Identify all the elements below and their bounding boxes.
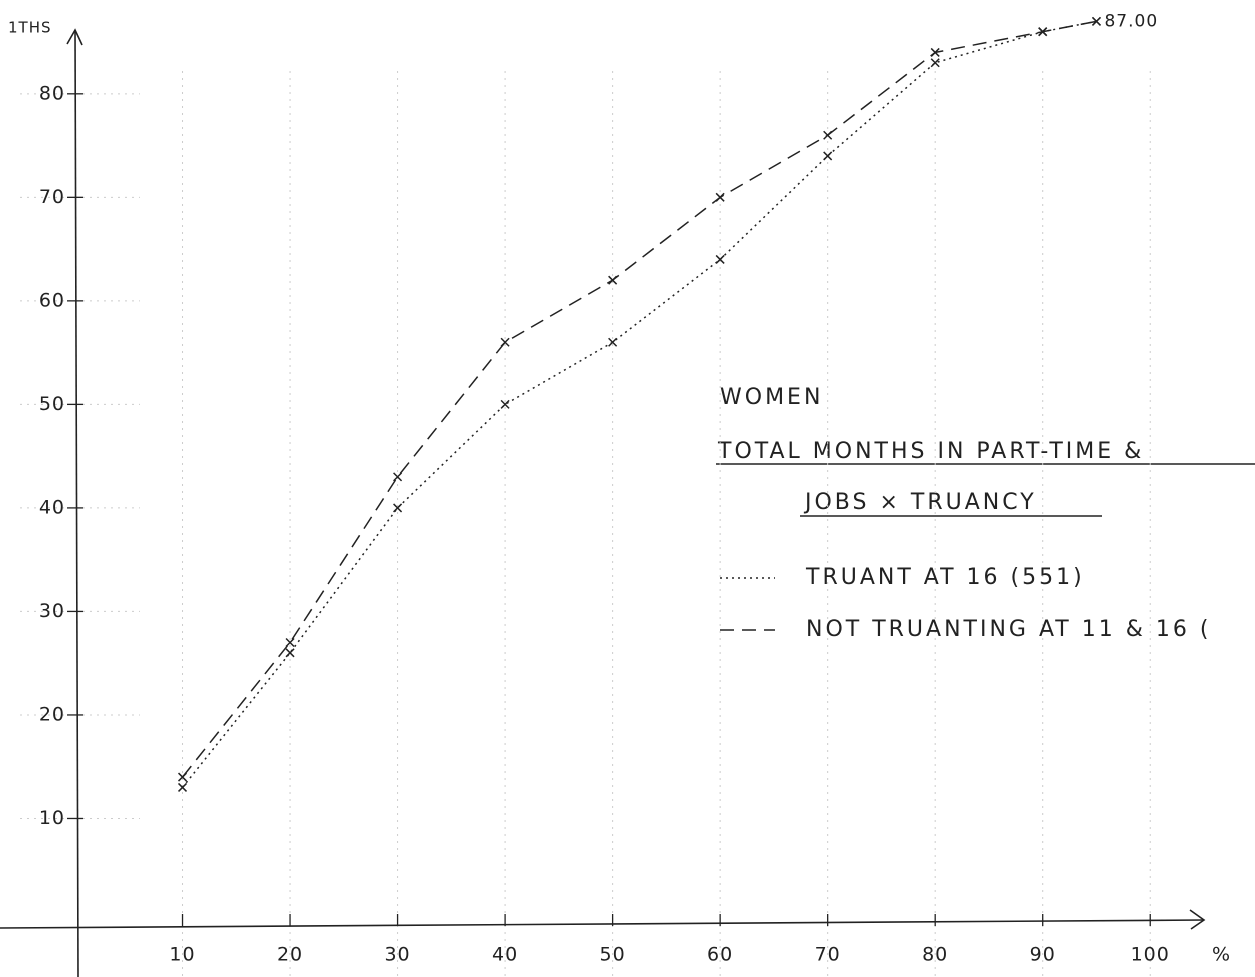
point-marker bbox=[930, 58, 940, 68]
legend-label: TRUANT AT 16 (551) bbox=[805, 565, 1085, 590]
point-marker bbox=[500, 399, 510, 409]
point-marker bbox=[715, 192, 725, 202]
x-tick-label: 50 bbox=[600, 944, 626, 966]
y-tick-label: 40 bbox=[39, 496, 65, 518]
y-axis-label: 1THS bbox=[8, 19, 52, 37]
legend-label: NOT TRUANTING AT 11 & 16 ( bbox=[806, 617, 1211, 642]
point-marker bbox=[823, 130, 833, 140]
y-tick-label: 60 bbox=[39, 289, 65, 311]
chart-subtitle: TOTAL MONTHS IN PART-TIME & bbox=[717, 439, 1144, 464]
x-axis-label: % bbox=[1212, 944, 1231, 966]
y-tick-label: 50 bbox=[39, 393, 65, 415]
y-axis-arrow bbox=[66, 28, 83, 46]
x-tick-label: 90 bbox=[1030, 944, 1056, 966]
y-tick-label: 70 bbox=[39, 186, 65, 208]
x-tick-label: 80 bbox=[922, 944, 948, 966]
chart-title: WOMEN bbox=[720, 385, 823, 410]
point-marker bbox=[393, 503, 403, 513]
point-marker bbox=[823, 151, 833, 161]
point-marker bbox=[1038, 27, 1048, 37]
point-marker bbox=[715, 254, 725, 264]
x-tick-label: 40 bbox=[492, 944, 518, 966]
x-tick-label: 10 bbox=[169, 944, 195, 966]
chart-subtitle: JOBS × TRUANCY bbox=[803, 490, 1037, 515]
x-axis bbox=[0, 919, 1205, 929]
x-tick-label: 60 bbox=[707, 944, 733, 966]
y-tick-label: 20 bbox=[39, 703, 65, 725]
x-tick-label: 20 bbox=[277, 944, 303, 966]
x-axis-arrow bbox=[1189, 909, 1206, 930]
point-marker bbox=[608, 275, 618, 285]
point-marker bbox=[500, 337, 510, 347]
point-marker bbox=[1091, 16, 1102, 26]
y-axis bbox=[74, 29, 79, 977]
y-tick-label: 80 bbox=[39, 82, 65, 104]
x-tick-label: 30 bbox=[384, 944, 410, 966]
point-marker bbox=[608, 337, 618, 347]
point-marker bbox=[177, 772, 188, 782]
x-tick-label: 100 bbox=[1131, 944, 1170, 966]
point-marker bbox=[393, 472, 403, 482]
y-tick-label: 30 bbox=[39, 600, 65, 622]
y-tick-label: 10 bbox=[39, 807, 65, 829]
point-marker bbox=[930, 47, 940, 57]
series-line bbox=[181, 20, 1097, 788]
point-marker bbox=[285, 648, 295, 658]
x-tick-label: 70 bbox=[815, 944, 841, 966]
point-marker bbox=[285, 637, 295, 648]
series-line bbox=[181, 20, 1097, 778]
point-marker bbox=[177, 782, 188, 792]
annotation: 87.00 bbox=[1104, 11, 1158, 31]
